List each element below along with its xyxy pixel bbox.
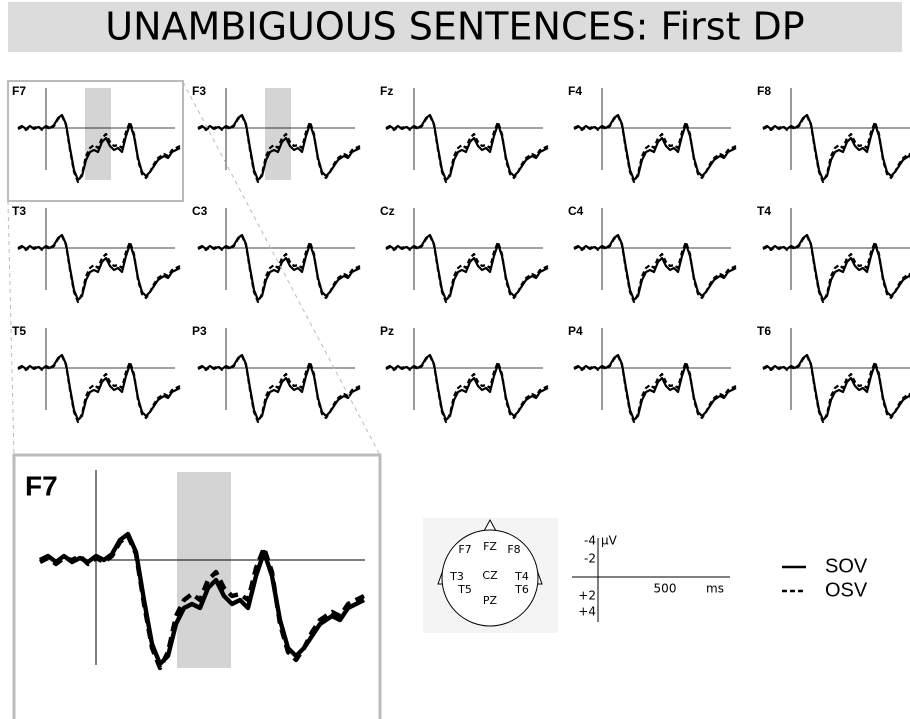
wave-sov: [196, 353, 362, 422]
electrode-label: T5: [12, 324, 26, 338]
electrode-label: P3: [192, 324, 207, 338]
electrode-site: T4: [514, 570, 529, 583]
electrode-label: P4: [568, 324, 583, 338]
zoom-box: [12, 453, 382, 719]
scale-unit: μV: [601, 534, 618, 548]
time-label: 500: [654, 582, 677, 596]
panels: F7 F3 Fz F4 F8 T3 C3 Cz C4 T4 T5 P3 Pz P4 T6: [12, 84, 910, 424]
wave-sov: [384, 113, 550, 182]
wave-sov: [384, 353, 550, 422]
electrode-site: FZ: [483, 540, 497, 553]
electrode-label: C4: [568, 204, 584, 218]
wave-sov: [16, 233, 182, 302]
scale-label: +2: [578, 589, 596, 603]
electrode-site: T5: [457, 583, 472, 596]
electrode-label: T3: [12, 204, 26, 218]
wave-sov: [572, 353, 738, 422]
legend-label: SOV: [825, 555, 868, 577]
scale: -4 -2 +2 +4 μV 500 ms: [572, 534, 730, 622]
wave-sov: [572, 233, 738, 302]
electrode-site: T6: [514, 583, 529, 596]
electrode-label: Cz: [380, 204, 395, 218]
wave-sov: [16, 353, 182, 422]
zoom-guide: [7, 200, 15, 456]
highlight-box: [7, 80, 184, 202]
zoom-guide: [182, 81, 381, 456]
electrode-site: CZ: [482, 569, 498, 582]
title-bar: [8, 2, 902, 52]
scale-label: +4: [578, 605, 596, 619]
electrode-label: Pz: [380, 324, 394, 338]
time-unit: ms: [706, 582, 724, 596]
head-map: F7 FZ F8 T3 CZ T4 T5 PZ T6: [423, 518, 558, 633]
wave-sov: [572, 113, 738, 182]
electrode-label: T4: [757, 204, 771, 218]
electrode-label: C3: [192, 204, 208, 218]
zoom-panel: F7: [12, 453, 382, 719]
electrode-site: F8: [507, 543, 520, 556]
scale-label: -2: [584, 552, 596, 566]
electrode-label: Fz: [380, 84, 393, 98]
electrode-label: F4: [568, 84, 582, 98]
electrode-label: T6: [757, 324, 771, 338]
nose: [483, 518, 497, 532]
zoom-label: F7: [25, 470, 58, 501]
wave-sov: [196, 233, 362, 302]
wave-sov: [384, 233, 550, 302]
time-window: [177, 472, 231, 668]
legend-label: OSV: [825, 579, 868, 601]
electrode-label: F8: [757, 84, 771, 98]
electrode-site: F7: [458, 543, 471, 556]
scale-label: -4: [584, 534, 596, 548]
title: UNAMBIGUOUS SENTENCES: First DP: [105, 5, 804, 49]
electrode-site: T3: [449, 570, 464, 583]
electrode-label: F7: [12, 84, 26, 98]
head: [441, 529, 539, 627]
electrode-label: F3: [192, 84, 206, 98]
electrode-site: PZ: [483, 594, 498, 607]
